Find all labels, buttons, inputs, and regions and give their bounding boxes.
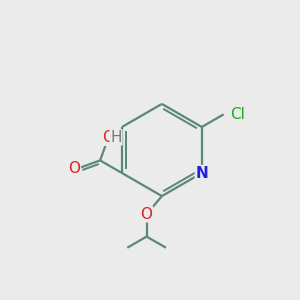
Text: H: H (110, 130, 122, 145)
Text: Cl: Cl (230, 107, 245, 122)
Text: O: O (68, 160, 80, 175)
Text: O: O (141, 207, 153, 222)
Text: N: N (195, 166, 208, 181)
Text: O: O (102, 130, 114, 145)
